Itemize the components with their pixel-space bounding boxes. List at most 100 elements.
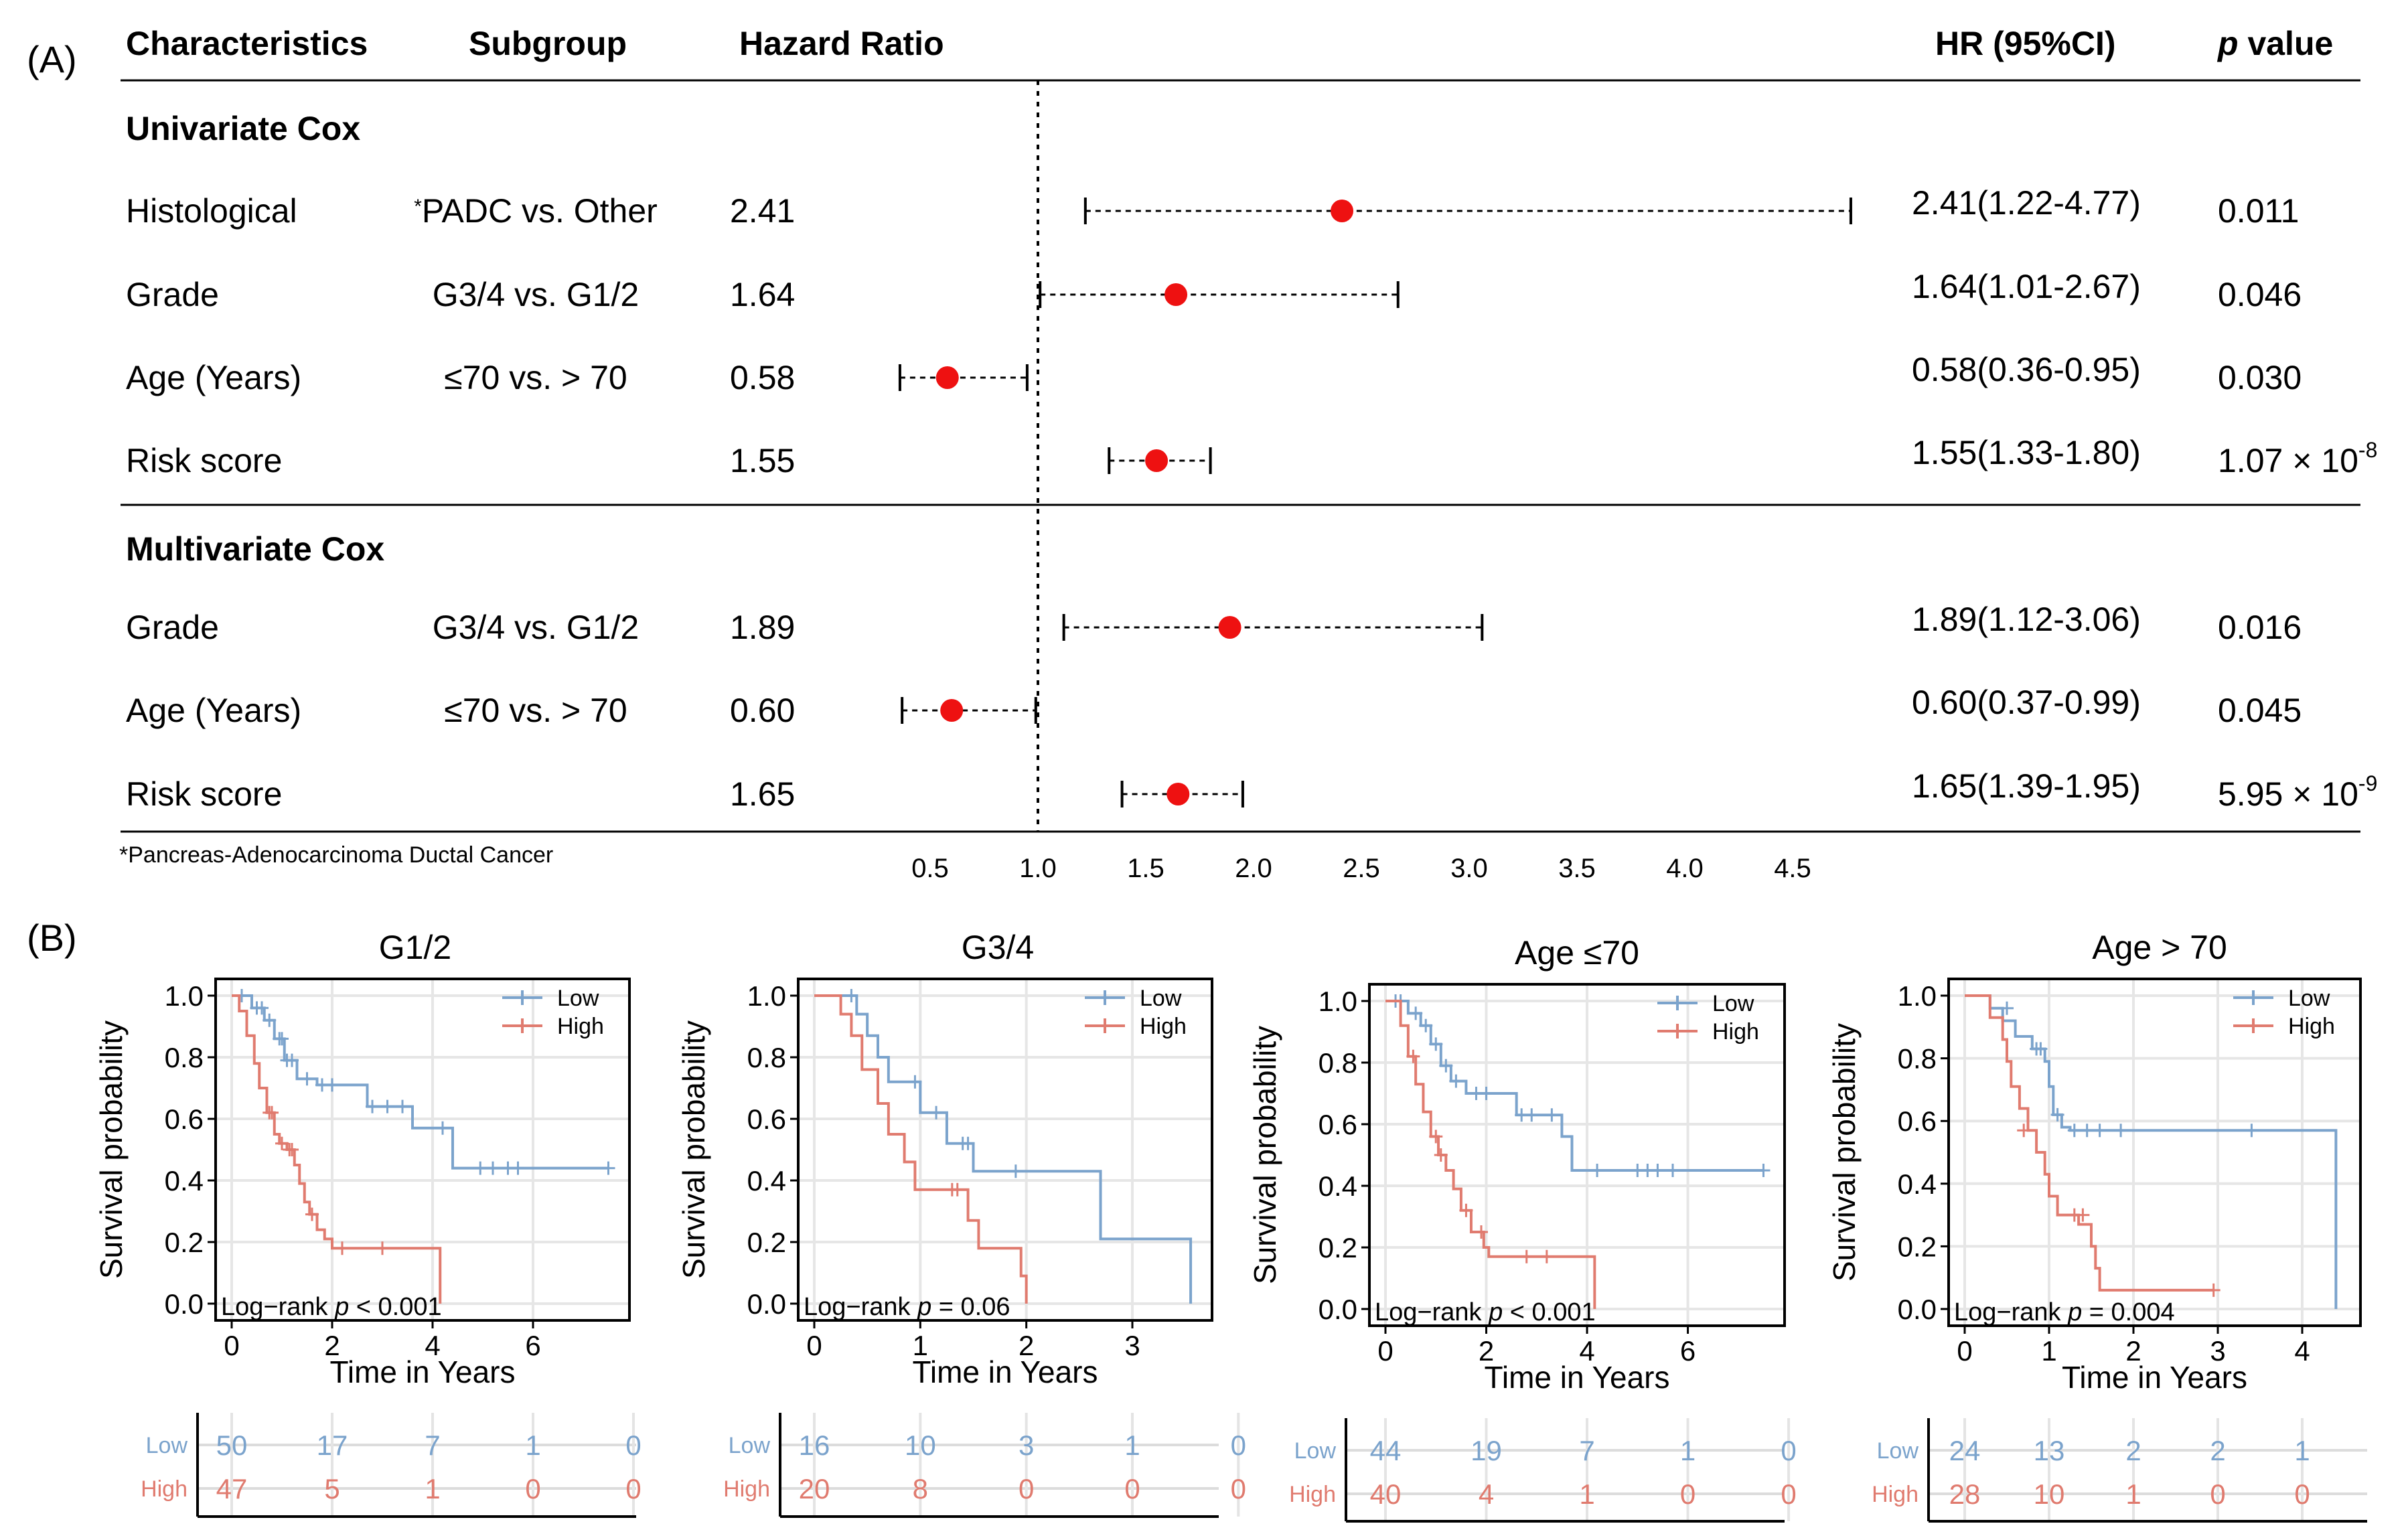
risk-count: 5 [324, 1473, 340, 1505]
y-tick-label: 0.8 [1319, 1047, 1357, 1079]
panel-label-a: (A) [27, 38, 77, 80]
hr-point [935, 366, 959, 389]
p-main: 0.016 [2218, 609, 2302, 646]
risk-count: 1 [2294, 1435, 2310, 1466]
censor-mark [325, 1078, 339, 1092]
y-tick-label: 0.8 [165, 1042, 204, 1073]
logrank-p: p [2067, 1298, 2082, 1326]
censor-mark [1756, 1164, 1771, 1177]
risk-count: 19 [1471, 1435, 1502, 1466]
risk-table: Low 44 19 7 1 0 High 40 4 1 0 0 [1289, 1418, 1797, 1523]
forest-row: Age (Years) ≤70 vs. > 70 0.60 0.60(0.37-0.9… [126, 684, 2302, 729]
subgroup-text: G3/4 vs. G1/2 [433, 276, 639, 313]
risk-count: 1 [1680, 1435, 1696, 1466]
row-p-value: 5.95 × 10-9 [2218, 771, 2377, 813]
row-p-value: 0.045 [2218, 692, 2302, 729]
risk-count: 10 [905, 1430, 936, 1461]
row-characteristic: Grade [126, 276, 219, 313]
censor-mark [1434, 1148, 1448, 1162]
y-axis-label: Survival probability [1248, 1026, 1282, 1284]
subgroup-mark: * [414, 196, 422, 218]
x-axis-label: Time in Years [1485, 1360, 1670, 1395]
risk-count: 0 [1231, 1430, 1246, 1461]
censor-mark [376, 1241, 389, 1255]
risk-row-label-low: Low [729, 1433, 771, 1458]
risk-table: Low 50 17 7 1 0 High 47 5 1 0 0 [141, 1413, 642, 1518]
risk-count: 2 [2210, 1435, 2225, 1466]
p-main: 0.046 [2218, 276, 2302, 313]
risk-row-label-low: Low [146, 1433, 188, 1458]
p-main: 0.011 [2218, 192, 2299, 230]
forest-x-tick-label: 4.0 [1666, 854, 1704, 883]
risk-row-label-high: High [1289, 1482, 1336, 1507]
survival-curve [1385, 1000, 1596, 1309]
header-hr-ci: HR (95%CI) [1935, 25, 2115, 62]
survival-curve [1965, 994, 2338, 1309]
km-panel: G3/4 0.0 0.2 0.4 0.6 0.8 1.0 0 1 2 3 Time in Years S… [676, 929, 1246, 1518]
censor-mark [1545, 1108, 1559, 1122]
subgroup-text: G3/4 vs. G1/2 [433, 609, 639, 646]
row-hr-value: 1.89 [730, 609, 795, 646]
x-tick-label: 2 [2125, 1335, 2141, 1367]
forest-x-tick-label: 0.5 [911, 854, 949, 883]
censor-mark [335, 1241, 349, 1255]
curve-high [814, 994, 1028, 1304]
censor-mark [2050, 1107, 2064, 1122]
y-tick-label: 0.8 [747, 1042, 786, 1073]
y-tick-label: 0.4 [1898, 1168, 1937, 1200]
risk-count: 0 [1680, 1478, 1696, 1510]
forest-x-tick-label: 4.5 [1774, 854, 1811, 883]
forest-row: Risk score 1.65 1.65(1.39-1.95) 5.95 × 10-9 [126, 767, 2377, 813]
legend-label: Low [2288, 986, 2330, 1011]
x-tick-label: 4 [425, 1330, 440, 1361]
x-tick-label: 1 [913, 1330, 928, 1361]
censor-mark [396, 1099, 409, 1113]
section-title: Univariate Cox [126, 110, 360, 147]
km-title: G3/4 [962, 929, 1034, 966]
km-panel: Age ≤70 0.0 0.2 0.4 0.6 0.8 1.0 0 2 4 6 Time in Yea… [1248, 934, 1797, 1523]
y-tick-label: 1.0 [747, 980, 786, 1012]
risk-count: 0 [1781, 1478, 1796, 1510]
curve-low [1965, 994, 2338, 1309]
logrank-value: < 0.001 [1503, 1298, 1595, 1326]
x-axis-label: Time in Years [2062, 1360, 2247, 1395]
risk-row-label-high: High [723, 1476, 770, 1502]
subgroup-text: ≤70 vs. > 70 [444, 692, 627, 729]
forest-row: Grade G3/4 vs. G1/2 1.64 1.64(1.01-2.67) 0.0… [126, 268, 2302, 313]
hr-point [1164, 283, 1188, 306]
x-tick-label: 6 [1680, 1335, 1696, 1367]
risk-count: 0 [1781, 1435, 1796, 1466]
forest-x-tick-label: 1.5 [1127, 854, 1164, 883]
curve-low [1385, 994, 1771, 1177]
hr-point [1167, 783, 1190, 805]
x-axis-label: Time in Years [913, 1355, 1098, 1389]
row-hr-ci: 1.64(1.01-2.67) [1912, 268, 2141, 305]
risk-count: 0 [1231, 1473, 1246, 1505]
hr-point [1331, 200, 1354, 222]
censor-mark [929, 1105, 944, 1120]
censor-mark [511, 1161, 525, 1175]
risk-count: 0 [525, 1473, 540, 1505]
risk-count: 0 [2294, 1478, 2310, 1510]
risk-row-label-high: High [141, 1476, 187, 1502]
risk-count: 0 [1124, 1473, 1140, 1505]
censor-mark [1479, 1087, 1493, 1100]
x-tick-label: 4 [2294, 1335, 2310, 1367]
forest-x-tick-label: 3.5 [1558, 854, 1596, 883]
logrank-p: p [1488, 1298, 1503, 1326]
logrank-text: Log−rank [221, 1293, 335, 1321]
y-tick-label: 0.0 [1898, 1294, 1937, 1325]
censor-mark [1439, 1059, 1453, 1073]
forest-x-tick-label: 2.0 [1235, 854, 1272, 883]
censor-mark [1666, 1164, 1679, 1177]
risk-count: 50 [216, 1430, 248, 1461]
censor-mark [601, 1161, 615, 1175]
censor-mark [1419, 1018, 1433, 1032]
censor-mark [275, 1032, 289, 1046]
p-main: 0.045 [2218, 692, 2302, 729]
y-tick-label: 0.0 [747, 1288, 786, 1320]
footnote: *Pancreas-Adenocarcinoma Ductal Cancer [119, 842, 553, 868]
row-hr-ci: 0.58(0.36-0.95) [1912, 351, 2141, 388]
censor-mark [2114, 1124, 2128, 1138]
